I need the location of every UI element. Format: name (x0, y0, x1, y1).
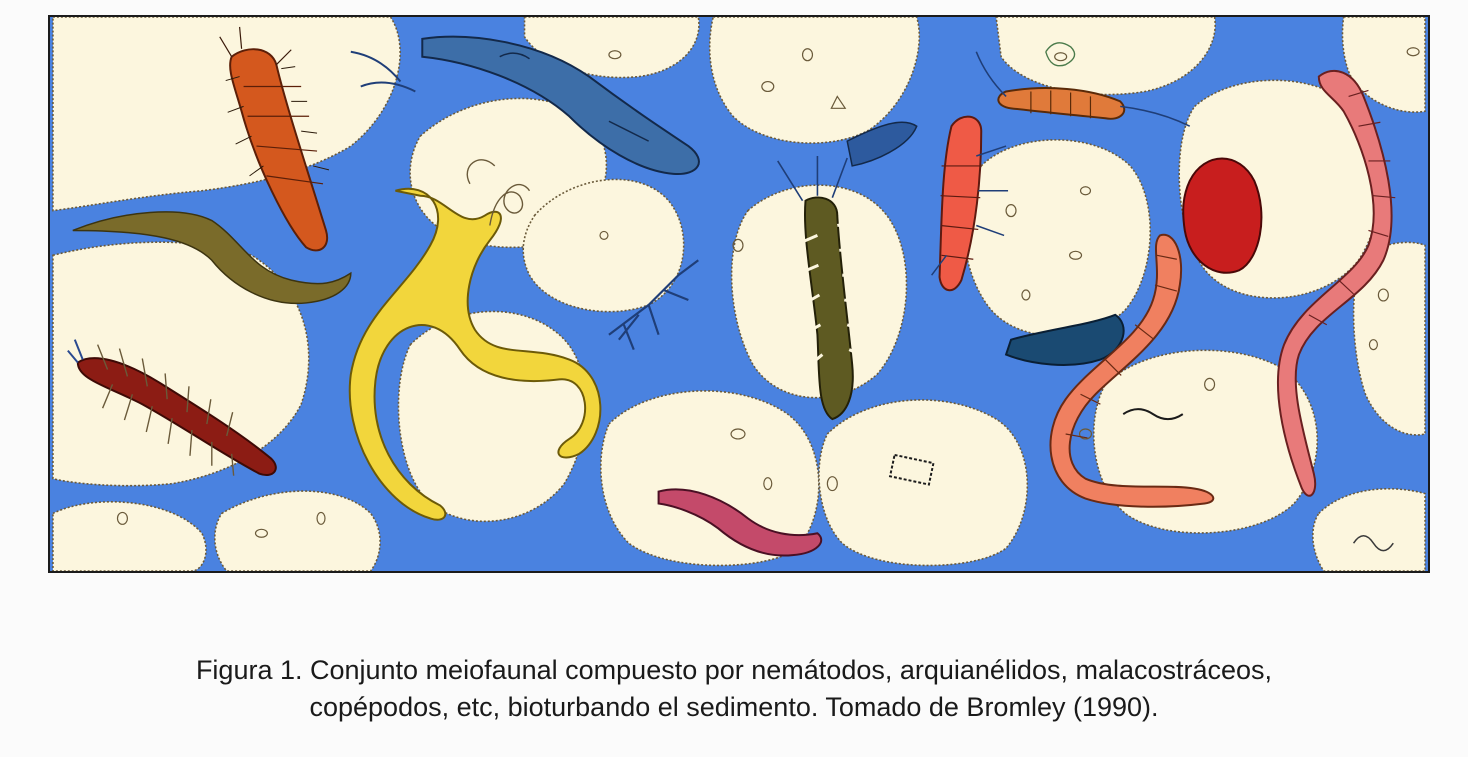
worm-blue-thin (846, 121, 918, 167)
sand-grain (1312, 488, 1426, 571)
worm-pink (1277, 69, 1396, 497)
sand-grain (52, 501, 207, 571)
sand-grain (818, 399, 1029, 567)
caption-line-2: copépodos, etc, bioturbando el sedimento… (309, 692, 1159, 722)
illustration-canvas: .grain { fill: #fcf6de; stroke: #6a5a3a;… (52, 17, 1426, 571)
mite-red (931, 115, 1009, 292)
sand-grain (523, 17, 700, 79)
turbellarian-blue (350, 35, 700, 175)
sand-grain (708, 17, 921, 144)
polychaete-olive (777, 155, 868, 421)
figure-caption: Figura 1. Conjunto meiofaunal compuesto … (0, 652, 1468, 726)
isopod-orange (975, 42, 1191, 127)
sand-grain (522, 178, 685, 313)
sand-grain (962, 139, 1151, 337)
sand-grain (1352, 241, 1426, 436)
archiannelid-dark-red (67, 339, 277, 476)
copepod-orange (219, 26, 330, 252)
worm-navy (1004, 313, 1125, 366)
worm-olive (72, 211, 352, 305)
meiofauna-organisms (67, 26, 1396, 557)
worm-salmon (1049, 233, 1215, 508)
sand-grain (52, 241, 310, 487)
ostracod-crimson (1182, 157, 1263, 274)
meiofauna-illustration: .grain { fill: #fcf6de; stroke: #6a5a3a;… (48, 15, 1430, 573)
nematode-yellow (348, 159, 602, 521)
sand-grain (214, 490, 381, 571)
worm-magenta (657, 488, 823, 557)
caption-line-1: Figura 1. Conjunto meiofaunal compuesto … (195, 655, 1273, 685)
crustacean-navy (608, 259, 699, 351)
sand-grain (397, 310, 587, 523)
sand-grain (995, 17, 1216, 96)
grain-markings (116, 47, 1420, 552)
sand-grains (52, 17, 1426, 571)
